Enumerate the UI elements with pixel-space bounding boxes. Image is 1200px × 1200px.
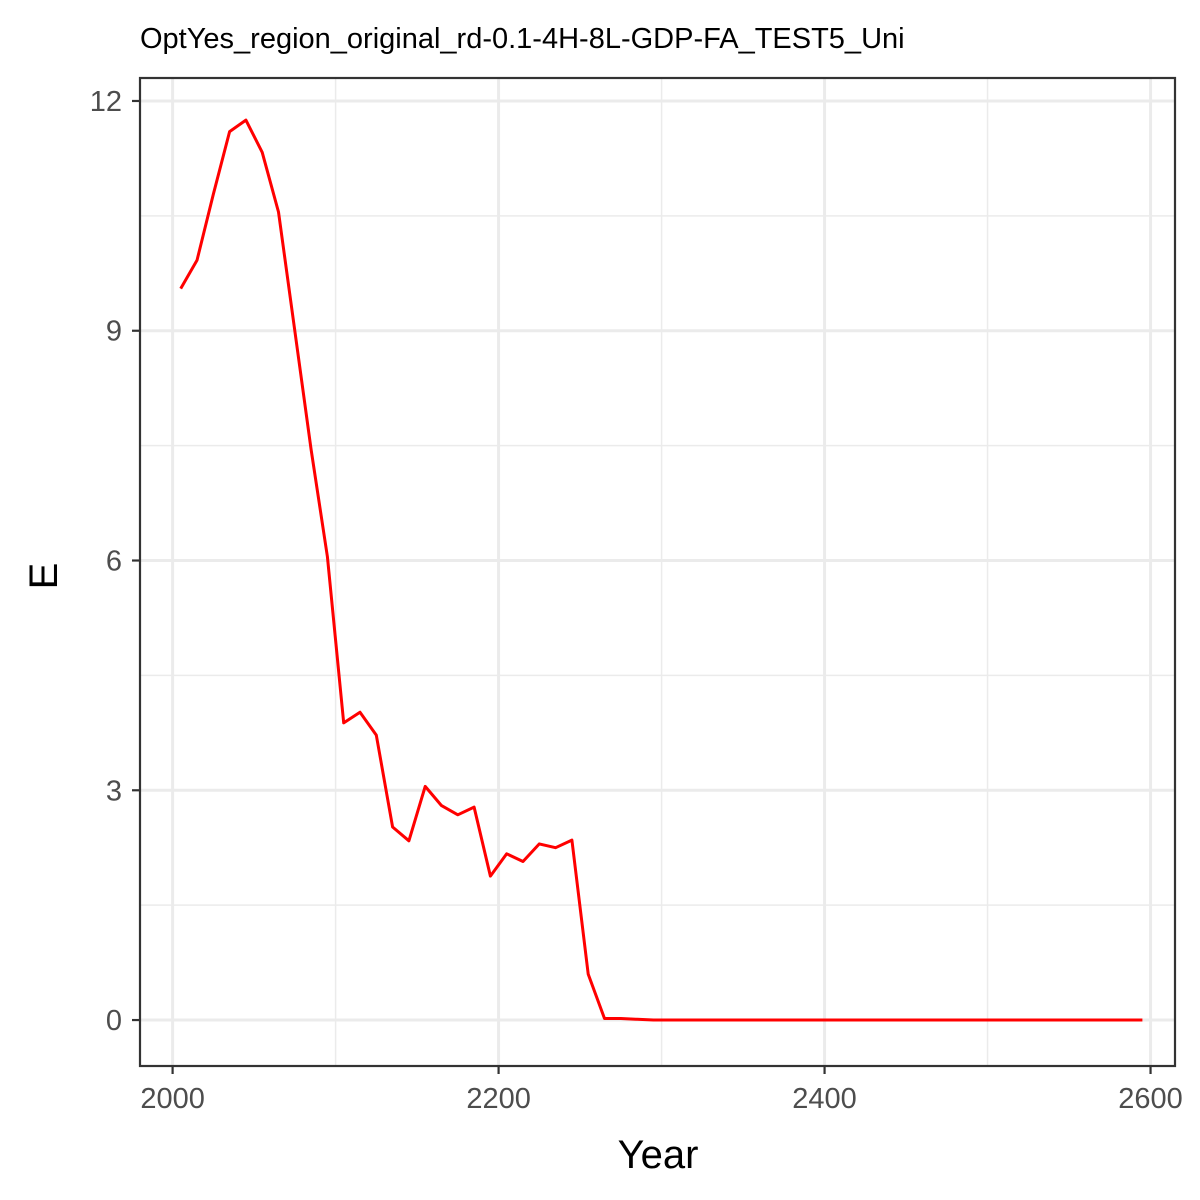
grid-layer (140, 78, 1175, 1066)
x-tick-label: 2400 (792, 1083, 857, 1115)
plot-panel-border (138, 76, 1177, 1068)
y-tick-label: 9 (106, 316, 122, 348)
x-tick-label: 2000 (140, 1083, 205, 1115)
y-tick-label: 12 (90, 86, 122, 118)
x-tick-label: 2200 (466, 1083, 531, 1115)
y-tick-label: 6 (106, 546, 122, 578)
y-tick-label: 3 (106, 775, 122, 807)
series-line-e (179, 118, 1143, 1022)
series-layer (179, 118, 1143, 1022)
y-axis-title: E (22, 563, 66, 590)
x-tick-label: 2600 (1118, 1083, 1183, 1115)
tick-layer: 2000 2200 2400 2600 0 3 6 9 12 (90, 86, 1183, 1115)
x-axis-title: Year (618, 1133, 699, 1177)
chart-title: OptYes_region_original_rd-0.1-4H-8L-GDP-… (140, 23, 905, 55)
y-tick-label: 0 (106, 1005, 122, 1037)
